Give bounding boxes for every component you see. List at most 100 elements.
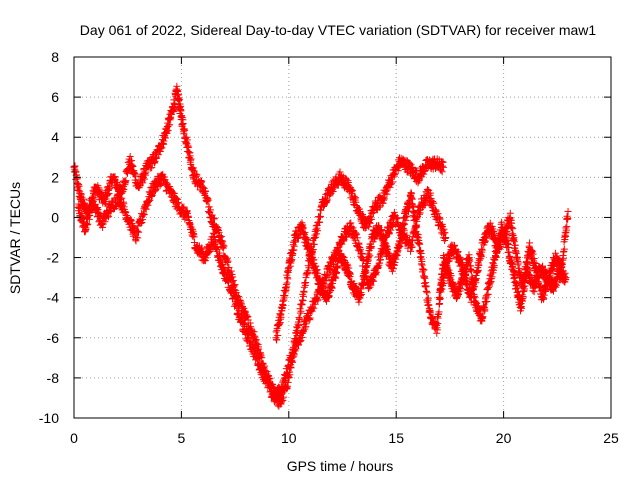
data-point bbox=[142, 205, 150, 213]
data-point bbox=[223, 259, 231, 267]
data-point bbox=[361, 224, 369, 232]
data-point bbox=[210, 215, 218, 223]
x-tick-label: 15 bbox=[388, 430, 404, 446]
data-point bbox=[317, 212, 325, 220]
data-point bbox=[172, 194, 180, 202]
data-point bbox=[367, 215, 375, 223]
data-point bbox=[227, 267, 235, 275]
data-point bbox=[127, 216, 135, 224]
data-point bbox=[128, 162, 136, 170]
data-point bbox=[151, 187, 159, 195]
data-point bbox=[128, 157, 136, 165]
data-point bbox=[251, 332, 259, 340]
data-point bbox=[134, 234, 142, 242]
data-point bbox=[296, 315, 304, 323]
data-point bbox=[208, 211, 216, 219]
data-point bbox=[231, 281, 239, 289]
data-point bbox=[310, 240, 318, 248]
data-point bbox=[246, 319, 254, 327]
data-point bbox=[204, 196, 212, 204]
data-point bbox=[122, 177, 130, 185]
y-tick-label: -4 bbox=[47, 290, 60, 306]
data-point bbox=[118, 194, 126, 202]
data-point bbox=[106, 208, 114, 216]
data-point bbox=[165, 121, 173, 129]
data-point bbox=[210, 214, 218, 222]
x-tick-label: 25 bbox=[603, 430, 619, 446]
data-point bbox=[126, 152, 134, 160]
data-point bbox=[323, 196, 331, 204]
y-tick-label: 0 bbox=[51, 209, 59, 225]
data-point bbox=[183, 136, 191, 144]
data-point bbox=[295, 322, 303, 330]
data-point bbox=[380, 195, 388, 203]
data-point bbox=[350, 192, 358, 200]
data-point bbox=[229, 273, 237, 281]
y-tick-label: 2 bbox=[51, 169, 59, 185]
data-point bbox=[394, 167, 402, 175]
data-point bbox=[122, 208, 130, 216]
data-point bbox=[247, 323, 255, 331]
x-tick-label: 5 bbox=[178, 430, 186, 446]
data-point bbox=[279, 397, 287, 405]
data-point bbox=[380, 196, 388, 204]
x-tick-label: 20 bbox=[496, 430, 512, 446]
y-tick-label: 4 bbox=[51, 129, 59, 145]
data-point bbox=[406, 159, 414, 167]
data-point bbox=[205, 203, 213, 211]
data-point bbox=[141, 171, 149, 179]
data-point bbox=[314, 227, 322, 235]
data-point bbox=[206, 206, 214, 214]
data-point bbox=[365, 223, 373, 231]
x-tick-label: 0 bbox=[70, 430, 78, 446]
y-tick-label: -2 bbox=[47, 250, 60, 266]
data-point bbox=[90, 193, 98, 201]
x-axis-label: GPS time / hours bbox=[287, 458, 394, 474]
data-point bbox=[198, 177, 206, 185]
data-point bbox=[253, 339, 261, 347]
data-point bbox=[135, 228, 143, 236]
data-point bbox=[105, 213, 113, 221]
data-point bbox=[310, 234, 318, 242]
data-point bbox=[75, 182, 83, 190]
data-point bbox=[133, 227, 141, 235]
data-point bbox=[366, 219, 374, 227]
data-point bbox=[163, 129, 171, 137]
chart-title: Day 061 of 2022, Sidereal Day-to-day VTE… bbox=[80, 22, 597, 38]
data-point bbox=[250, 328, 258, 336]
data-point bbox=[181, 126, 189, 134]
data-point bbox=[438, 157, 446, 165]
data-point bbox=[189, 164, 197, 172]
data-point bbox=[312, 233, 320, 241]
data-point bbox=[220, 242, 228, 250]
data-points bbox=[70, 82, 572, 410]
data-point bbox=[187, 155, 195, 163]
data-point bbox=[214, 226, 222, 234]
data-point bbox=[225, 264, 233, 272]
data-point bbox=[151, 157, 159, 165]
data-point bbox=[84, 220, 92, 228]
data-point bbox=[140, 210, 148, 218]
data-point bbox=[142, 168, 150, 176]
data-point bbox=[224, 257, 232, 265]
data-point bbox=[94, 206, 102, 214]
data-point bbox=[283, 382, 291, 390]
data-point bbox=[439, 163, 447, 171]
data-point bbox=[171, 101, 179, 109]
data-point bbox=[76, 204, 84, 212]
data-point bbox=[99, 223, 107, 231]
data-point bbox=[129, 162, 137, 170]
data-point bbox=[297, 307, 305, 315]
data-point bbox=[202, 187, 210, 195]
data-point bbox=[175, 95, 183, 103]
data-point bbox=[104, 190, 112, 198]
data-point bbox=[383, 190, 391, 198]
data-point bbox=[126, 215, 134, 223]
data-point bbox=[215, 228, 223, 236]
data-point bbox=[83, 221, 91, 229]
data-point bbox=[157, 180, 165, 188]
data-point bbox=[193, 171, 201, 179]
data-point bbox=[174, 90, 182, 98]
